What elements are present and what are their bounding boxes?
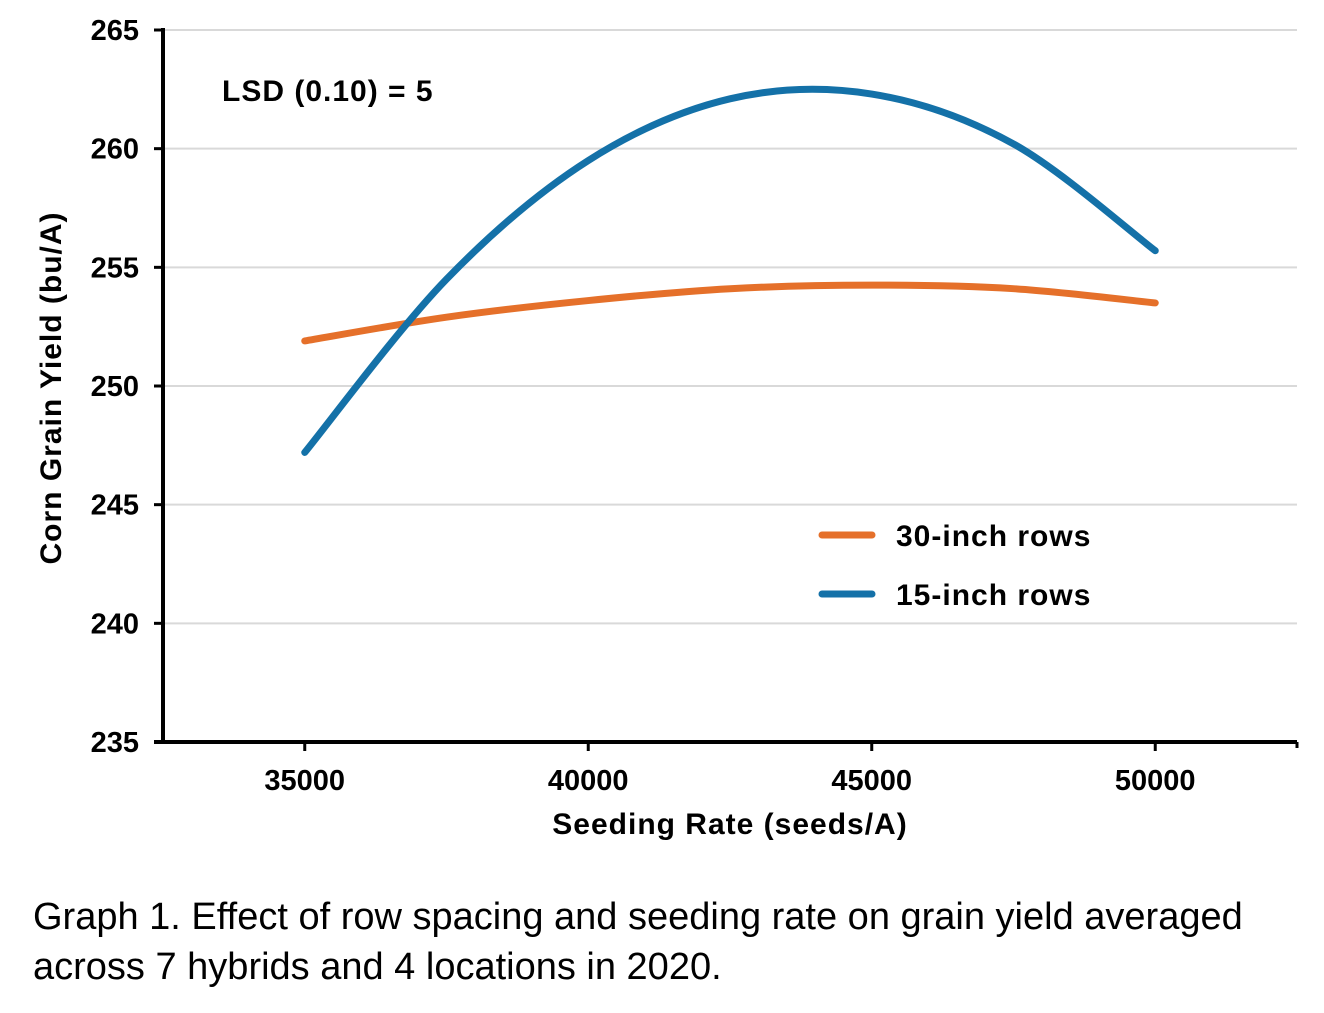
legend-label: 15-inch rows xyxy=(896,579,1091,612)
y-tick-label: 255 xyxy=(91,252,139,284)
y-tick-label: 240 xyxy=(91,608,139,640)
y-tick-label: 250 xyxy=(91,371,139,403)
series-line-0 xyxy=(301,281,1159,345)
y-tick-label: 235 xyxy=(91,727,139,759)
figure-caption: Graph 1. Effect of row spacing and seedi… xyxy=(33,896,1243,988)
x-tick-label: 35000 xyxy=(264,765,345,797)
y-tick-label: 260 xyxy=(91,134,139,166)
y-tick-label: 245 xyxy=(91,490,139,522)
x-tick-label: 45000 xyxy=(831,765,912,797)
y-tick-label: 265 xyxy=(91,15,139,47)
yield-chart: 235 240 245 250 255 260 265 35000 40000 45000 5000… xyxy=(35,15,1299,841)
x-tick-label: 40000 xyxy=(548,765,629,797)
legend-label: 30-inch rows xyxy=(896,520,1091,553)
lsd-annotation: LSD (0.10) = 5 xyxy=(222,75,434,108)
x-axis-label: Seeding Rate (seeds/A) xyxy=(552,808,907,841)
series-line-1 xyxy=(301,85,1159,456)
y-axis-label: Corn Grain Yield (bu/A) xyxy=(35,211,68,564)
x-tick-label: 50000 xyxy=(1115,765,1196,797)
